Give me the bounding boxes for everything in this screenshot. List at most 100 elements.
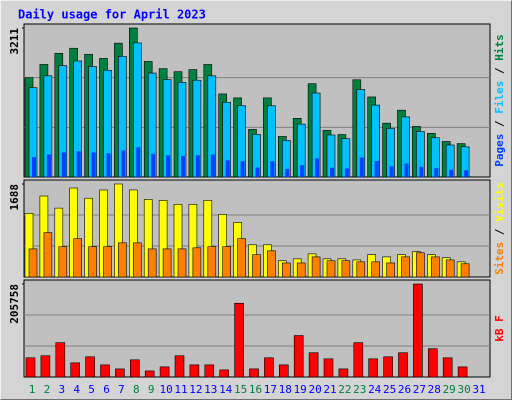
bar [308,352,319,378]
legend-separator: / [493,61,506,81]
bar [162,248,172,278]
bar [177,248,187,278]
legend: Pages / Files / Hits [493,34,506,167]
bar [225,160,230,177]
bar [210,154,215,177]
bar [427,348,438,378]
bar [368,358,379,378]
legend-entry: Hits [493,34,506,61]
bar [430,256,440,278]
bar [416,252,425,278]
bar [389,166,394,177]
bar [401,256,410,278]
bar [237,238,246,278]
x-tick-label: 10 [159,383,172,396]
x-tick-label: 22 [338,383,351,396]
legend: Sites / Visits [493,182,506,275]
bar [353,342,364,378]
bar [118,242,127,278]
bar [330,167,334,177]
bar [28,248,38,278]
bar [136,147,141,177]
x-tick-label: 3 [58,383,65,396]
legend-entry: Pages [493,134,506,167]
x-tick-label: 11 [174,383,187,396]
bar [70,362,80,378]
bar [144,370,155,378]
legend-entry: Visits [493,182,506,222]
x-tick-label: 28 [428,383,441,396]
bar [222,246,231,278]
bar [344,168,349,177]
bar [181,155,185,177]
bar [130,359,140,378]
bar [341,260,351,278]
bar [85,356,95,378]
bar [434,168,439,177]
bar [43,232,53,278]
x-tick-label: 4 [73,383,80,396]
bar [40,355,51,378]
bar [255,167,260,177]
chart-title: Daily usage for April 2023 [18,8,206,22]
x-tick-label: 7 [118,383,125,396]
bar [449,169,454,177]
x-tick-label: 20 [308,383,321,396]
bar [296,262,306,278]
bar [25,357,36,378]
bar [61,152,66,177]
x-tick-label: 15 [234,383,247,396]
y-tick-label: 1688 [8,184,21,211]
x-tick-label: 13 [204,383,217,396]
bar [58,246,68,278]
legend-separator: / [493,222,506,242]
x-tick-label: 30 [457,383,470,396]
bar [55,342,66,378]
plot-area [23,279,491,378]
bar [103,246,112,278]
bar [315,158,320,177]
bar [300,165,305,177]
bar [207,246,217,278]
legend-separator: / [493,114,506,134]
x-tick-label: 21 [323,383,336,396]
bar [76,151,81,177]
x-tick-label: 25 [383,383,396,396]
bar [281,262,291,278]
bar [189,364,200,378]
bar [460,263,470,278]
bar [356,261,366,278]
bar [159,366,170,378]
y-tick-label: 3211 [8,28,21,55]
bar [442,357,453,378]
bar [121,150,126,177]
bar [404,163,409,177]
x-tick-label: 18 [279,383,292,396]
bar [195,155,200,177]
x-tick-label: 23 [353,383,366,396]
x-tick-label: 14 [219,383,233,396]
bar [234,302,244,378]
bar [166,155,171,177]
x-tick-label: 6 [103,383,110,396]
bar [115,368,125,378]
y-tick-label: 205758 [8,284,21,324]
bar [270,161,275,177]
bar [311,256,321,278]
x-tick-label: 2 [44,383,51,396]
x-tick-label: 31 [472,383,485,396]
x-tick-label: 1 [29,383,36,396]
bar [133,242,142,278]
bar [147,248,157,278]
bar [338,368,349,378]
bar [88,246,97,278]
bar [73,238,82,278]
x-tick-label: 26 [398,383,411,396]
x-tick-label: 8 [133,383,140,396]
bar [445,259,455,278]
bar [383,356,393,378]
x-tick-label: 19 [294,383,307,396]
bar [278,364,289,378]
bar [293,335,304,378]
bar [413,283,423,378]
